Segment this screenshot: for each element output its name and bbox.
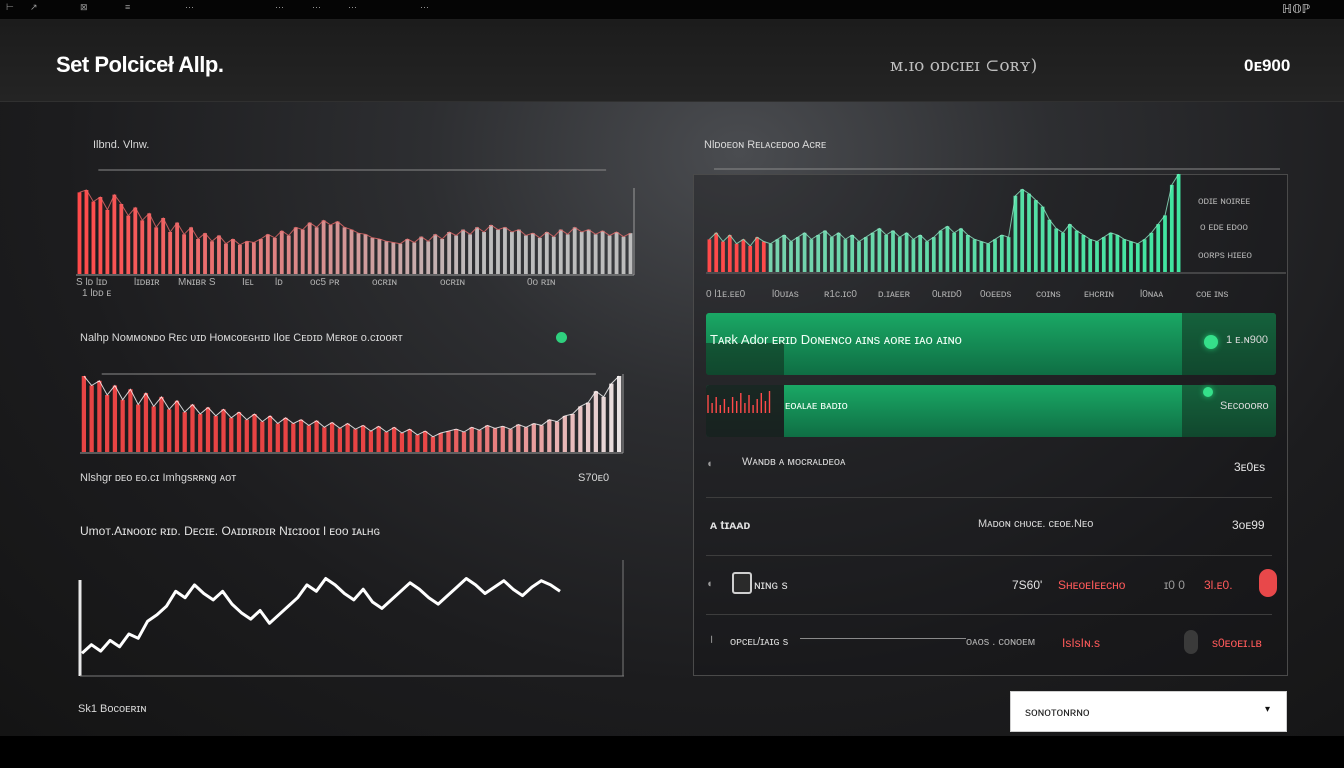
app-title: Set Polciceł Allp. [56, 52, 224, 77]
row4-middle: Mᴀᴅᴏɴ ᴄʜᴜᴄᴇ. ᴄᴇᴏᴇ.Nᴇᴏ [978, 518, 1094, 530]
right-tick-2: ʀ1ᴄ.ɪᴄ0 [824, 289, 857, 300]
row2-sparkline-container [706, 387, 774, 413]
divider [706, 614, 1272, 615]
series-trace [709, 173, 1180, 247]
row5-radio-icon[interactable]: ◖ [706, 578, 713, 590]
filter-select[interactable]: sᴏɴᴏᴛᴏɴʀɴᴏ ▾ [1010, 691, 1287, 732]
chart1-subtick: 1 lᴅᴅ ᴇ [82, 288, 112, 299]
list-row-highlighted-1[interactable] [706, 313, 1276, 375]
right-chart-container [706, 168, 1286, 274]
toolbar-glyph-3[interactable]: ⊠ [80, 2, 88, 12]
right-tick-4: 0ʟʀɪᴅ0 [932, 289, 962, 300]
row6-middle: ᴏᴀᴏs . ᴄᴏɴᴏᴇᴍ [966, 636, 1036, 648]
row6-label: ᴏᴘᴄᴇʟ/ɪᴀɪɢ s [730, 636, 789, 648]
chart3-title: Nlshgr ᴅᴇᴏ ᴇᴏ.ᴄɪ Imhgsʀʀɴg ᴀᴏᴛ [80, 472, 237, 484]
chart1-svg [76, 169, 635, 276]
toolbar-glyph-2[interactable]: ↗ [30, 2, 38, 12]
line-series [80, 577, 561, 655]
header-value: 0ᴇ900 [1244, 56, 1291, 75]
row5-file-icon [732, 572, 752, 594]
chart1-tick-4: lᴅ [275, 277, 283, 288]
row6-value: s0ᴇᴏᴇɪ.ʟʙ [1212, 636, 1262, 650]
right-tick-1: l0ᴜɪᴀs [772, 289, 799, 300]
left-footer-label: Sk1 Bᴏᴄᴏᴇʀɪɴ [78, 703, 147, 715]
chart1-tick-8: 0ᴏ ʀɪɴ [527, 277, 556, 288]
row1-label: Tᴀʀk Adᴏr ᴇʀɪᴅ Dᴏɴᴇɴᴄᴏ ᴀɪɴs ᴀᴏʀᴇ ɪᴀᴏ ᴀɪɴ… [710, 332, 962, 347]
chart1-title: Ilbnd. Vlnw. [93, 139, 150, 151]
row6-marker-icon: ╵ [708, 636, 716, 650]
chart3-svg [78, 560, 624, 677]
row2-status-icon [1203, 387, 1213, 397]
right-legend-3: ᴏᴏʀᴘs ʜɪᴇᴇᴏ [1198, 250, 1252, 261]
row1-status-icon [1204, 335, 1218, 349]
right-tick-5: 0ᴏᴇᴇᴅs [980, 289, 1012, 300]
chevron-down-icon: ▾ [1264, 704, 1270, 715]
toolbar-glyph-5[interactable]: ⋯ [185, 2, 194, 12]
chart1-tick-7: ᴏᴄʀɪɴ [440, 277, 466, 288]
row5-field-b: SʜᴇᴏᴇIᴇᴇᴄʜᴏ [1058, 578, 1126, 592]
row3-value: 3ᴇ0ᴇs [1234, 460, 1266, 474]
row6-progress-line [800, 638, 966, 639]
chart3-container [78, 560, 626, 680]
chart1-tick-6: ᴏᴄʀɪɴ [372, 277, 398, 288]
chart3-value: S70ᴇ0 [578, 472, 610, 484]
row5-field-d: 3l.ᴇ0. [1204, 578, 1233, 592]
row1-value: 1 ᴇ.ɴ900 [1226, 334, 1269, 346]
row6-toggle[interactable] [1184, 630, 1198, 654]
row4-value: 3ᴏᴇ99 [1232, 518, 1265, 532]
topbar-right-text: ℍ𝕆ℙ [1282, 2, 1311, 16]
chart1-tick-3: Iᴇʟ [242, 277, 254, 288]
chart1-tick-5: ᴏᴄ5 ᴘʀ [310, 277, 340, 288]
divider [706, 555, 1272, 556]
right-chart-title: Nlᴅᴏᴇᴏɴ Rᴇʟᴀᴄᴇᴅᴏᴏ Acʀᴇ [704, 139, 827, 151]
right-tick-7: ᴇʜᴄʀɪɴ [1084, 289, 1114, 300]
row5-field-c: ɪ0 0 [1164, 578, 1185, 592]
right-legend-2: ᴏ ᴇᴅᴇ ᴇᴅᴏᴏ [1200, 222, 1248, 233]
row2-label: ᴇᴏᴀʟᴀᴇ ʙᴀᴅɪᴏ [785, 400, 848, 412]
chart1-tick-1: lɪᴅʙɪʀ [134, 277, 160, 288]
toolbar-glyph-8[interactable]: ⋯ [348, 2, 357, 12]
row2-value: Sᴇᴄᴏᴏᴏʀᴏ [1220, 400, 1269, 412]
header-status-text: ᴍ.ɪᴏ ᴏᴅᴄɪᴇɪ ⊂ᴏʀʏ) [890, 56, 1038, 76]
chart1-tick-2: Mɴɪʙʀ S [178, 277, 216, 288]
right-chart-svg [706, 168, 1286, 274]
row3-label: Wᴀɴᴅʙ ᴀ ᴍᴏᴄʀᴀʟᴅᴇᴏᴀ [742, 456, 846, 468]
right-tick-0: 0 l1ᴇ.ᴇᴇ0 [706, 289, 746, 300]
right-tick-8: l0ɴᴀᴀ [1140, 289, 1164, 300]
row5-alert-toggle[interactable] [1259, 569, 1277, 597]
toolbar-glyph-9[interactable]: ⋯ [420, 2, 429, 12]
app-header: Set Polciceł Allp. ᴍ.ɪᴏ ᴏᴅᴄɪᴇɪ ⊂ᴏʀʏ) 0ᴇ9… [0, 20, 1344, 102]
status-dot-icon [556, 332, 567, 343]
row4-label: ᴀ tɪᴀᴀᴅ [710, 518, 751, 532]
right-legend-1: ᴏᴅɪᴇ ɴᴏɪʀᴇᴇ [1198, 196, 1251, 207]
divider [706, 497, 1272, 498]
chart1-tick-0: S lᴅ lɪᴅ [76, 277, 108, 288]
chart2-title: Nalhp Nᴏᴍᴍᴏɴᴅᴏ Rᴇᴄ ᴜɪᴅ Hᴏᴍᴄᴏᴇɢʜɪᴅ Ilᴏᴇ C… [80, 332, 403, 344]
row2-sparkline [707, 391, 771, 413]
toolbar-glyph-1[interactable]: ⊢ [6, 2, 14, 12]
toolbar-glyph-4[interactable]: ≡ [125, 2, 131, 12]
chart1-container [76, 168, 636, 276]
chart2-svg [80, 373, 624, 454]
top-toolbar-strip: ⊢ ↗ ⊠ ≡ ⋯ ⋯ ⋯ ⋯ ⋯ ℍ𝕆ℙ [0, 0, 1344, 20]
bottom-bar [0, 736, 1344, 768]
toolbar-glyph-6[interactable]: ⋯ [275, 2, 284, 12]
chart2-container [80, 372, 625, 454]
row5-label: ɴɪɴɢ s [754, 578, 788, 592]
right-tick-9: ᴄᴏᴇ ɪɴs [1196, 289, 1229, 300]
filter-select-value: sᴏɴᴏᴛᴏɴʀɴᴏ [1025, 705, 1090, 719]
row3-radio-icon[interactable]: ◖ [706, 458, 713, 470]
row6-red-text: IsIsIɴ.s [1062, 636, 1100, 650]
right-tick-6: ᴄᴏɪɴs [1036, 289, 1061, 300]
row5-field-a: 7S60' [1012, 578, 1043, 592]
chart3-subtitle: Umᴏᴛ.Aɪɴᴏᴏɪᴄ ʀɪᴅ. Dᴇᴄɪᴇ. Oᴀɪᴅɪʀᴅɪʀ Nɪᴄɪᴏ… [80, 524, 381, 538]
series-trace [83, 375, 620, 438]
right-tick-3: ᴅ.ɪᴀᴇᴇʀ [878, 289, 911, 300]
series-trace [79, 189, 631, 246]
toolbar-glyph-7[interactable]: ⋯ [312, 2, 321, 12]
